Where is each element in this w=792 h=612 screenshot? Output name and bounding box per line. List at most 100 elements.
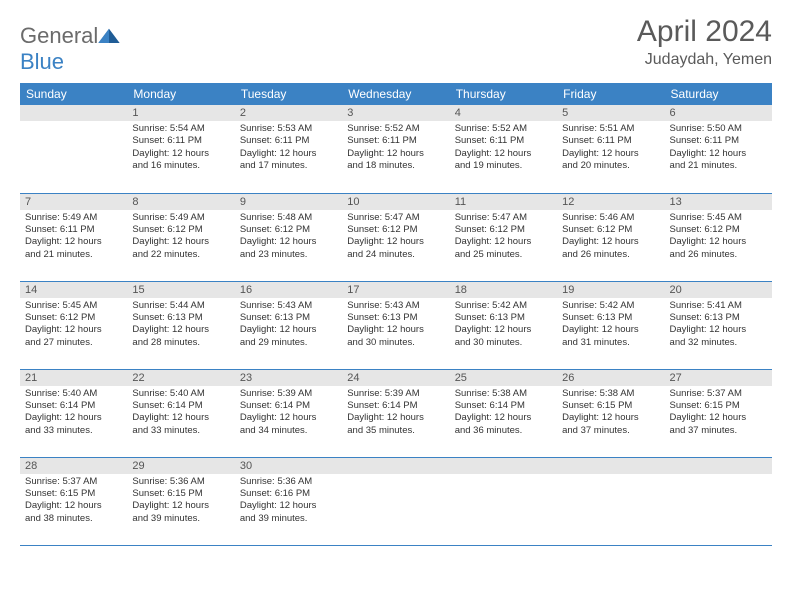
calendar-day-cell: 17Sunrise: 5:43 AMSunset: 6:13 PMDayligh… bbox=[342, 281, 449, 369]
logo-text: GeneralBlue bbox=[20, 23, 120, 75]
day-content: Sunrise: 5:52 AMSunset: 6:11 PMDaylight:… bbox=[342, 121, 449, 176]
day-content: Sunrise: 5:45 AMSunset: 6:12 PMDaylight:… bbox=[20, 298, 127, 353]
day-number: 20 bbox=[665, 282, 772, 298]
calendar-table: SundayMondayTuesdayWednesdayThursdayFrid… bbox=[20, 83, 772, 546]
day-number: 28 bbox=[20, 458, 127, 474]
day-content: Sunrise: 5:46 AMSunset: 6:12 PMDaylight:… bbox=[557, 210, 664, 265]
day-content: Sunrise: 5:37 AMSunset: 6:15 PMDaylight:… bbox=[665, 386, 772, 441]
logo-text-2: Blue bbox=[20, 49, 64, 74]
day-number-empty bbox=[342, 458, 449, 474]
calendar-day-cell: 22Sunrise: 5:40 AMSunset: 6:14 PMDayligh… bbox=[127, 369, 234, 457]
weekday-header: Sunday bbox=[20, 83, 127, 105]
day-content: Sunrise: 5:39 AMSunset: 6:14 PMDaylight:… bbox=[235, 386, 342, 441]
day-number: 1 bbox=[127, 105, 234, 121]
calendar-day-cell: 21Sunrise: 5:40 AMSunset: 6:14 PMDayligh… bbox=[20, 369, 127, 457]
day-content: Sunrise: 5:39 AMSunset: 6:14 PMDaylight:… bbox=[342, 386, 449, 441]
day-number: 15 bbox=[127, 282, 234, 298]
day-content: Sunrise: 5:41 AMSunset: 6:13 PMDaylight:… bbox=[665, 298, 772, 353]
logo-text-1: General bbox=[20, 23, 98, 48]
day-number: 19 bbox=[557, 282, 664, 298]
day-content: Sunrise: 5:42 AMSunset: 6:13 PMDaylight:… bbox=[450, 298, 557, 353]
calendar-page: GeneralBlue April 2024 Judaydah, Yemen S… bbox=[0, 0, 792, 561]
day-content: Sunrise: 5:36 AMSunset: 6:15 PMDaylight:… bbox=[127, 474, 234, 529]
day-number: 13 bbox=[665, 194, 772, 210]
weekday-header: Saturday bbox=[665, 83, 772, 105]
day-number: 5 bbox=[557, 105, 664, 121]
calendar-day-cell: 4Sunrise: 5:52 AMSunset: 6:11 PMDaylight… bbox=[450, 105, 557, 193]
day-content: Sunrise: 5:48 AMSunset: 6:12 PMDaylight:… bbox=[235, 210, 342, 265]
calendar-week-row: 14Sunrise: 5:45 AMSunset: 6:12 PMDayligh… bbox=[20, 281, 772, 369]
day-number: 26 bbox=[557, 370, 664, 386]
weekday-header: Friday bbox=[557, 83, 664, 105]
day-content: Sunrise: 5:51 AMSunset: 6:11 PMDaylight:… bbox=[557, 121, 664, 176]
day-number: 3 bbox=[342, 105, 449, 121]
calendar-day-cell: 13Sunrise: 5:45 AMSunset: 6:12 PMDayligh… bbox=[665, 193, 772, 281]
weekday-header: Wednesday bbox=[342, 83, 449, 105]
location: Judaydah, Yemen bbox=[637, 51, 772, 69]
header: GeneralBlue April 2024 Judaydah, Yemen bbox=[20, 15, 772, 75]
calendar-body: 1Sunrise: 5:54 AMSunset: 6:11 PMDaylight… bbox=[20, 105, 772, 545]
day-number: 11 bbox=[450, 194, 557, 210]
calendar-day-cell bbox=[557, 457, 664, 545]
day-number: 24 bbox=[342, 370, 449, 386]
calendar-day-cell: 8Sunrise: 5:49 AMSunset: 6:12 PMDaylight… bbox=[127, 193, 234, 281]
calendar-day-cell: 5Sunrise: 5:51 AMSunset: 6:11 PMDaylight… bbox=[557, 105, 664, 193]
day-content: Sunrise: 5:49 AMSunset: 6:11 PMDaylight:… bbox=[20, 210, 127, 265]
day-number: 8 bbox=[127, 194, 234, 210]
day-number: 10 bbox=[342, 194, 449, 210]
day-content: Sunrise: 5:54 AMSunset: 6:11 PMDaylight:… bbox=[127, 121, 234, 176]
calendar-day-cell: 15Sunrise: 5:44 AMSunset: 6:13 PMDayligh… bbox=[127, 281, 234, 369]
calendar-day-cell: 23Sunrise: 5:39 AMSunset: 6:14 PMDayligh… bbox=[235, 369, 342, 457]
calendar-day-cell bbox=[342, 457, 449, 545]
calendar-day-cell: 27Sunrise: 5:37 AMSunset: 6:15 PMDayligh… bbox=[665, 369, 772, 457]
calendar-day-cell bbox=[450, 457, 557, 545]
calendar-day-cell: 2Sunrise: 5:53 AMSunset: 6:11 PMDaylight… bbox=[235, 105, 342, 193]
day-content: Sunrise: 5:43 AMSunset: 6:13 PMDaylight:… bbox=[342, 298, 449, 353]
day-content: Sunrise: 5:44 AMSunset: 6:13 PMDaylight:… bbox=[127, 298, 234, 353]
calendar-day-cell: 25Sunrise: 5:38 AMSunset: 6:14 PMDayligh… bbox=[450, 369, 557, 457]
calendar-day-cell bbox=[20, 105, 127, 193]
weekday-header: Tuesday bbox=[235, 83, 342, 105]
calendar-day-cell: 16Sunrise: 5:43 AMSunset: 6:13 PMDayligh… bbox=[235, 281, 342, 369]
day-number: 6 bbox=[665, 105, 772, 121]
calendar-day-cell: 14Sunrise: 5:45 AMSunset: 6:12 PMDayligh… bbox=[20, 281, 127, 369]
day-content: Sunrise: 5:43 AMSunset: 6:13 PMDaylight:… bbox=[235, 298, 342, 353]
calendar-day-cell: 9Sunrise: 5:48 AMSunset: 6:12 PMDaylight… bbox=[235, 193, 342, 281]
day-content: Sunrise: 5:45 AMSunset: 6:12 PMDaylight:… bbox=[665, 210, 772, 265]
calendar-day-cell: 28Sunrise: 5:37 AMSunset: 6:15 PMDayligh… bbox=[20, 457, 127, 545]
day-number: 18 bbox=[450, 282, 557, 298]
day-content: Sunrise: 5:50 AMSunset: 6:11 PMDaylight:… bbox=[665, 121, 772, 176]
day-number: 23 bbox=[235, 370, 342, 386]
month-title: April 2024 bbox=[637, 15, 772, 49]
calendar-day-cell: 29Sunrise: 5:36 AMSunset: 6:15 PMDayligh… bbox=[127, 457, 234, 545]
weekday-header: Monday bbox=[127, 83, 234, 105]
day-number: 29 bbox=[127, 458, 234, 474]
calendar-day-cell: 18Sunrise: 5:42 AMSunset: 6:13 PMDayligh… bbox=[450, 281, 557, 369]
calendar-day-cell: 19Sunrise: 5:42 AMSunset: 6:13 PMDayligh… bbox=[557, 281, 664, 369]
weekday-header: Thursday bbox=[450, 83, 557, 105]
calendar-day-cell: 30Sunrise: 5:36 AMSunset: 6:16 PMDayligh… bbox=[235, 457, 342, 545]
calendar-day-cell: 1Sunrise: 5:54 AMSunset: 6:11 PMDaylight… bbox=[127, 105, 234, 193]
day-content: Sunrise: 5:52 AMSunset: 6:11 PMDaylight:… bbox=[450, 121, 557, 176]
day-content: Sunrise: 5:38 AMSunset: 6:15 PMDaylight:… bbox=[557, 386, 664, 441]
day-number: 30 bbox=[235, 458, 342, 474]
day-content: Sunrise: 5:53 AMSunset: 6:11 PMDaylight:… bbox=[235, 121, 342, 176]
calendar-day-cell: 6Sunrise: 5:50 AMSunset: 6:11 PMDaylight… bbox=[665, 105, 772, 193]
day-number: 12 bbox=[557, 194, 664, 210]
calendar-week-row: 1Sunrise: 5:54 AMSunset: 6:11 PMDaylight… bbox=[20, 105, 772, 193]
day-number-empty bbox=[557, 458, 664, 474]
day-content: Sunrise: 5:47 AMSunset: 6:12 PMDaylight:… bbox=[342, 210, 449, 265]
day-content: Sunrise: 5:40 AMSunset: 6:14 PMDaylight:… bbox=[127, 386, 234, 441]
calendar-week-row: 28Sunrise: 5:37 AMSunset: 6:15 PMDayligh… bbox=[20, 457, 772, 545]
calendar-day-cell: 7Sunrise: 5:49 AMSunset: 6:11 PMDaylight… bbox=[20, 193, 127, 281]
calendar-header-row: SundayMondayTuesdayWednesdayThursdayFrid… bbox=[20, 83, 772, 105]
day-number: 22 bbox=[127, 370, 234, 386]
day-content: Sunrise: 5:37 AMSunset: 6:15 PMDaylight:… bbox=[20, 474, 127, 529]
day-content: Sunrise: 5:36 AMSunset: 6:16 PMDaylight:… bbox=[235, 474, 342, 529]
logo: GeneralBlue bbox=[20, 15, 120, 75]
calendar-day-cell: 10Sunrise: 5:47 AMSunset: 6:12 PMDayligh… bbox=[342, 193, 449, 281]
title-block: April 2024 Judaydah, Yemen bbox=[637, 15, 772, 69]
calendar-day-cell bbox=[665, 457, 772, 545]
day-content: Sunrise: 5:40 AMSunset: 6:14 PMDaylight:… bbox=[20, 386, 127, 441]
day-number: 4 bbox=[450, 105, 557, 121]
